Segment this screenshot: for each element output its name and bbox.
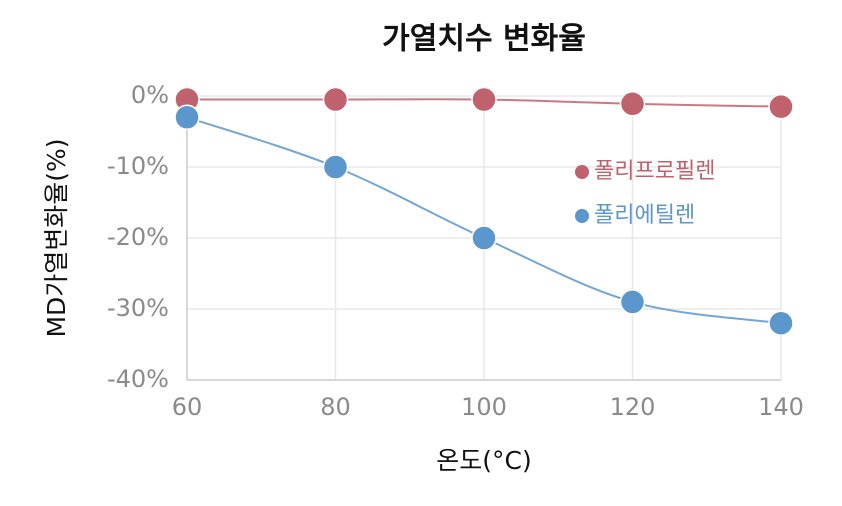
x-tick-label: 120: [610, 393, 656, 421]
y-tick-label: -20%: [107, 223, 169, 251]
legend-marker: [575, 209, 589, 223]
point: [174, 104, 200, 131]
legend-marker: [575, 165, 589, 179]
point: [619, 289, 646, 315]
legend-label: 폴리에틸렌: [594, 203, 695, 228]
y-tick-label: -10%: [107, 152, 169, 180]
point: [471, 225, 497, 251]
point: [322, 86, 349, 113]
y-tick-label: -40%: [107, 365, 169, 393]
point: [768, 310, 794, 336]
x-tick-label: 60: [172, 393, 203, 421]
point: [322, 154, 349, 180]
y-axis-label: MD가열변화율(%): [42, 138, 71, 337]
legend-label: 폴리프로필렌: [594, 159, 715, 184]
x-tick-label: 80: [320, 393, 351, 421]
y-tick-label: 0%: [131, 81, 169, 109]
chart-title: 가열치수 변화율: [382, 22, 586, 57]
x-tick-label: 140: [758, 393, 804, 421]
point: [619, 91, 646, 117]
y-tick-label: -30%: [107, 294, 169, 322]
x-axis-label: 온도(°C): [436, 446, 531, 475]
point: [471, 86, 497, 113]
point: [768, 93, 794, 120]
x-tick-label: 100: [461, 393, 507, 421]
